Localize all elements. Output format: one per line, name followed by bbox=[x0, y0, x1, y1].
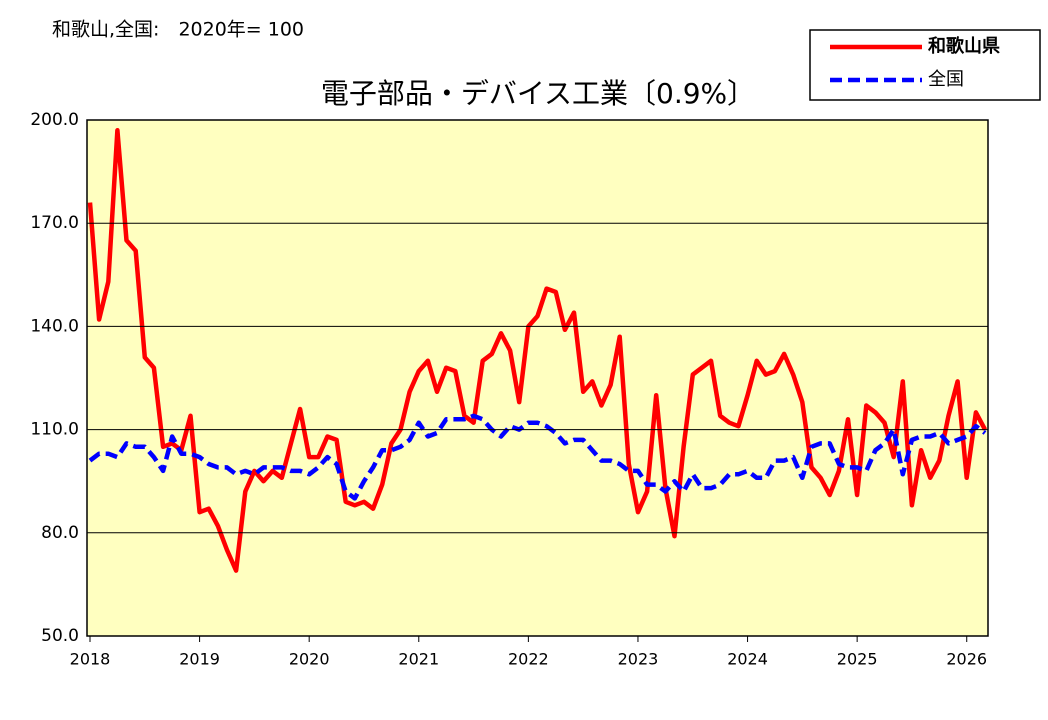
legend bbox=[809, 29, 1041, 101]
x-tick-label: 2019 bbox=[179, 650, 220, 669]
legend-label: 和歌山県 bbox=[928, 35, 1000, 57]
x-tick-label: 2023 bbox=[618, 650, 659, 669]
note: 和歌山,全国: 2020年= 100 bbox=[52, 19, 304, 41]
y-tick-label: 170.0 bbox=[30, 213, 79, 233]
legend-label: 全国 bbox=[928, 69, 964, 90]
x-tick-label: 2018 bbox=[70, 650, 111, 669]
y-tick-label: 110.0 bbox=[30, 420, 79, 440]
series-line bbox=[87, 128, 987, 573]
series-line bbox=[88, 413, 987, 501]
y-tick-label: 50.0 bbox=[41, 626, 79, 646]
x-tick-label: 2022 bbox=[508, 650, 549, 669]
x-tick-label: 2024 bbox=[727, 650, 768, 669]
x-tick-label: 2025 bbox=[837, 650, 878, 669]
x-tick-label: 2026 bbox=[946, 650, 987, 669]
plot-area bbox=[87, 120, 988, 636]
x-tick-label: 2021 bbox=[398, 650, 439, 669]
y-tick-label: 140.0 bbox=[30, 316, 79, 336]
y-tick-label: 200.0 bbox=[30, 110, 79, 130]
chart-title: 電子部品・デバイス工業〔0.9%〕 bbox=[321, 77, 755, 110]
y-tick-label: 80.0 bbox=[41, 523, 79, 543]
x-tick-label: 2020 bbox=[289, 650, 330, 669]
plot-frame bbox=[86, 119, 989, 637]
